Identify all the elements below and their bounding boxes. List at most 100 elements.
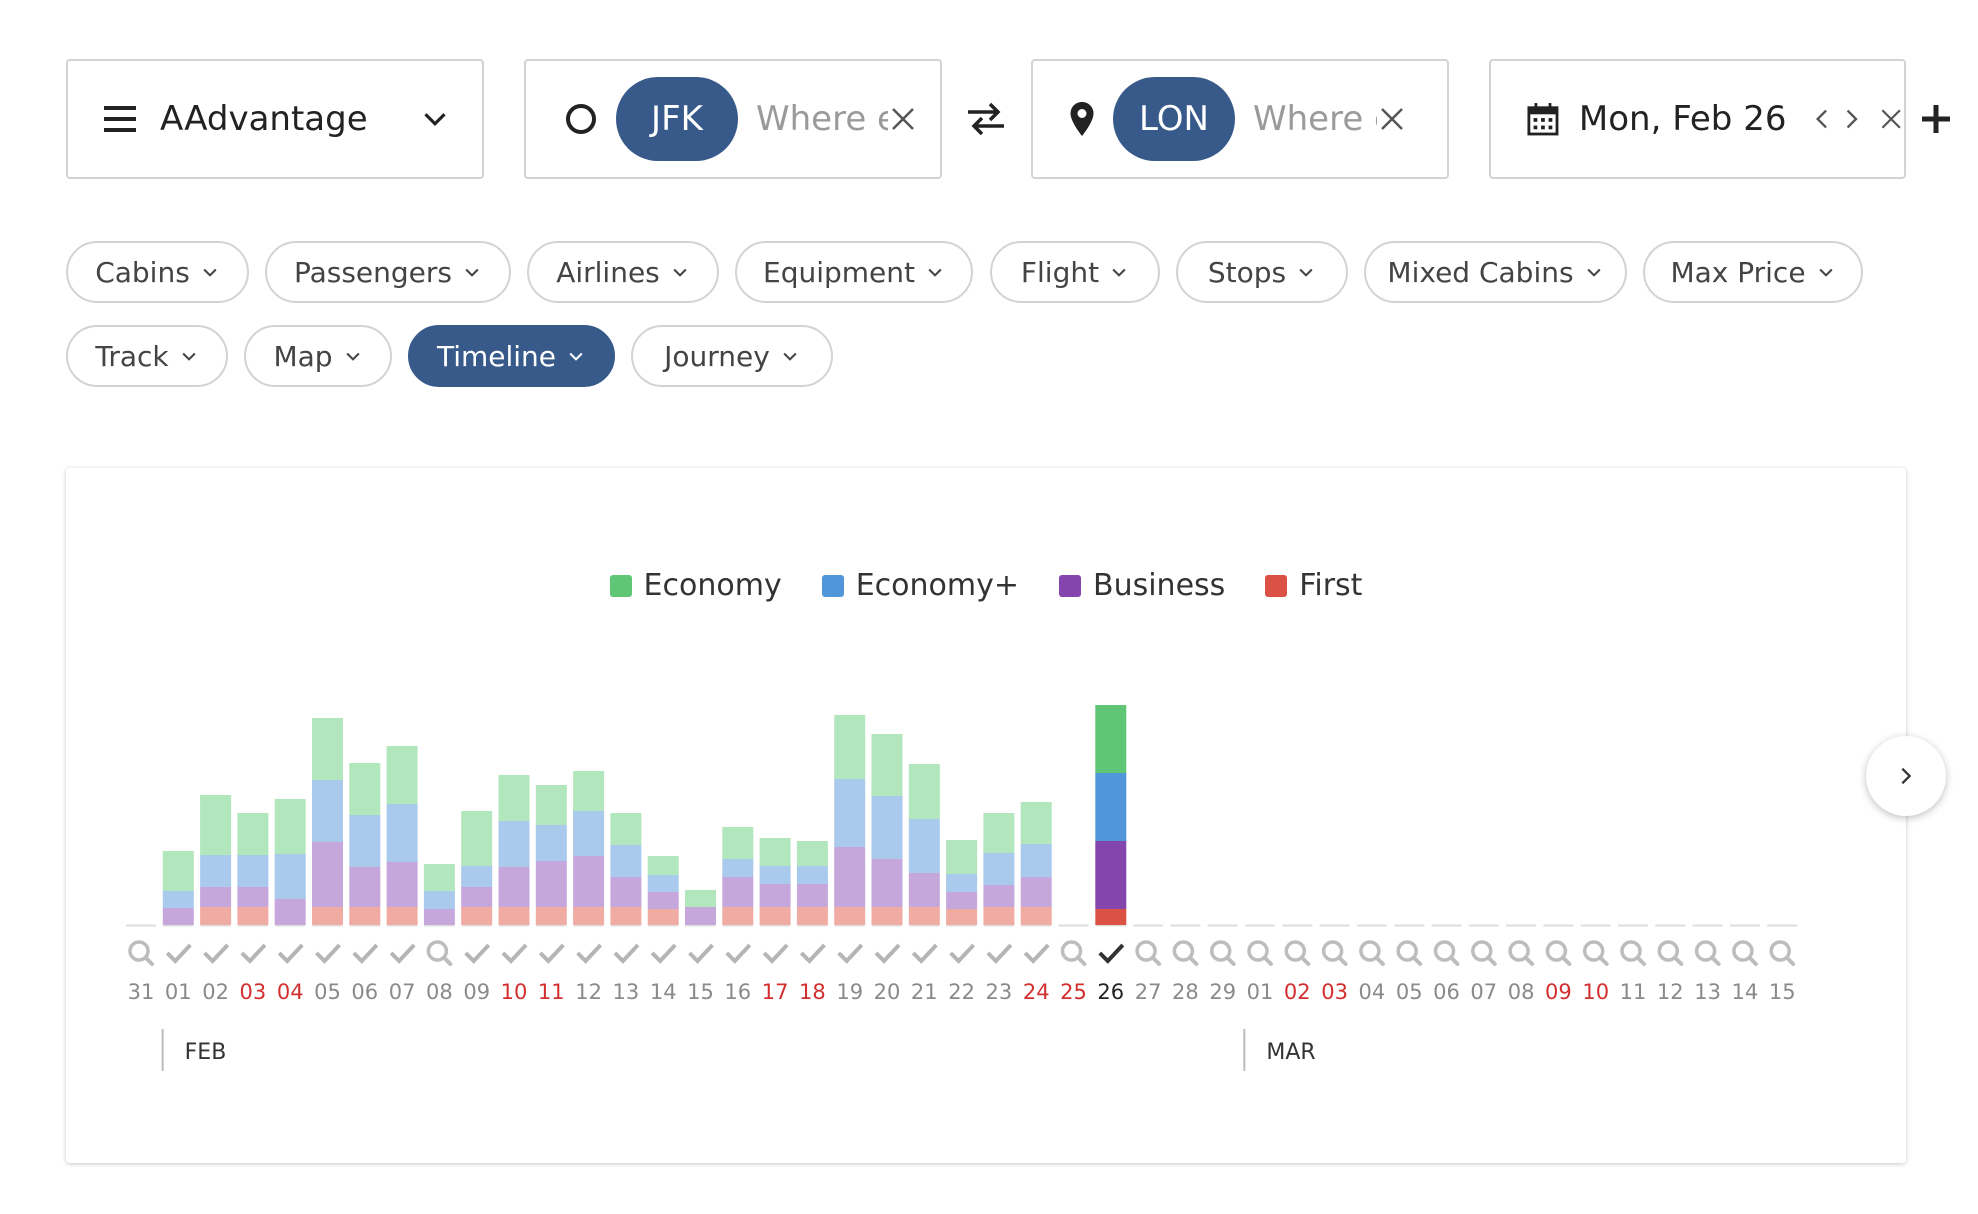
bar-business[interactable] [200,887,232,907]
bar-economy-plus[interactable] [871,796,903,859]
day-label[interactable]: 03 [240,980,267,1004]
search-icon[interactable] [1172,940,1195,962]
search-icon[interactable] [1321,940,1344,962]
search-icon[interactable] [426,940,449,962]
bar-economy-plus[interactable] [461,866,493,887]
day-label[interactable]: 06 [1433,980,1460,1004]
legend-economy[interactable]: Economy [609,568,782,603]
check-icon[interactable] [165,943,192,964]
search-icon[interactable] [1060,940,1083,962]
bar-economy[interactable] [983,813,1015,853]
bar-economy[interactable] [759,838,791,866]
day-label[interactable]: 08 [426,980,453,1004]
bar-economy-plus[interactable] [834,779,866,847]
day-label[interactable]: 12 [575,980,602,1004]
search-icon[interactable] [128,940,150,962]
bar-first[interactable] [759,907,791,925]
check-icon[interactable] [1023,943,1050,964]
search-icon[interactable] [1209,940,1232,962]
check-icon[interactable] [501,943,528,964]
check-icon[interactable] [576,943,603,964]
filter-equipment[interactable]: Equipment [735,241,973,303]
check-icon[interactable] [389,943,416,964]
bar-business[interactable] [312,842,343,907]
add-segment-icon[interactable] [1920,103,1952,135]
bar-economy[interactable] [685,890,716,907]
day-label[interactable]: 04 [1359,980,1386,1004]
bar-first[interactable] [573,907,605,925]
bar-economy[interactable] [349,763,381,815]
bar-first[interactable] [498,907,530,925]
bar-first[interactable] [908,907,940,925]
bar-economy-plus[interactable] [535,825,567,861]
check-icon[interactable] [352,943,379,964]
day-label[interactable]: 02 [1284,980,1311,1004]
check-icon[interactable] [688,943,714,964]
day-label[interactable]: 03 [1321,980,1348,1004]
close-icon[interactable] [888,104,918,134]
day-label[interactable]: 16 [724,980,751,1004]
search-icon[interactable] [1657,940,1680,962]
bar-economy-plus[interactable] [983,853,1015,885]
day-label[interactable]: 11 [538,980,565,1004]
search-icon[interactable] [1508,940,1530,962]
bar-economy[interactable] [647,856,679,875]
search-icon[interactable] [1359,940,1381,962]
bar-economy[interactable] [200,795,232,855]
origin-code-chip[interactable]: JFK [616,77,738,161]
day-label[interactable]: 06 [351,980,378,1004]
bar-economy-plus[interactable] [349,815,381,867]
bar-economy-plus[interactable] [796,866,828,884]
bar-economy-plus[interactable] [200,855,232,887]
bar-business[interactable] [610,877,642,907]
destination-input[interactable]: Where else? [1253,99,1377,139]
check-icon[interactable] [464,943,491,964]
day-label[interactable]: 31 [128,980,155,1004]
program-select[interactable]: AAdvantage [66,59,484,179]
bar-economy-plus[interactable] [946,874,978,892]
bar-economy-plus[interactable] [386,804,418,862]
day-label[interactable]: 01 [1247,980,1274,1004]
destination-field[interactable]: LON Where else? [1031,59,1449,179]
day-label[interactable]: 27 [1135,980,1162,1004]
bar-business[interactable] [535,861,567,907]
filter-airlines[interactable]: Airlines [527,241,719,303]
bar-business[interactable] [983,885,1015,907]
bar-economy[interactable] [871,734,903,796]
bar-business[interactable] [759,884,791,907]
check-icon[interactable] [874,943,901,964]
bar-economy-plus[interactable] [162,891,194,908]
bar-business[interactable] [722,877,754,907]
bar-economy[interactable] [461,811,493,866]
bar-economy[interactable] [610,813,642,845]
filter-cabins[interactable]: Cabins [66,241,249,303]
day-label[interactable]: 29 [1209,980,1236,1004]
bar-business[interactable] [908,873,940,907]
search-icon[interactable] [1620,940,1642,962]
bar-economy-plus[interactable] [237,855,269,887]
day-label[interactable]: 21 [911,980,938,1004]
bar-economy[interactable] [722,827,754,859]
check-icon[interactable] [650,943,677,964]
legend-business[interactable]: Business [1059,568,1225,603]
check-icon[interactable] [1098,943,1125,964]
bar-economy[interactable] [834,715,866,779]
day-label[interactable]: 10 [501,980,528,1004]
check-icon[interactable] [613,943,640,964]
bar-economy-plus[interactable] [1095,773,1127,841]
bar-first[interactable] [1020,907,1052,925]
bar-economy-plus[interactable] [274,854,306,899]
bar-first[interactable] [796,907,828,925]
check-icon[interactable] [911,943,938,964]
day-label[interactable]: 05 [1396,980,1423,1004]
filter-flight[interactable]: Flight [990,241,1160,303]
bar-economy[interactable] [498,775,530,821]
bar-first[interactable] [349,907,381,925]
bar-first[interactable] [946,909,978,925]
bar-first[interactable] [535,907,567,925]
bar-business[interactable] [685,907,716,925]
day-label[interactable]: 01 [165,980,192,1004]
search-icon[interactable] [1247,940,1269,962]
day-label[interactable]: 09 [463,980,490,1004]
bar-business[interactable] [1095,841,1127,909]
